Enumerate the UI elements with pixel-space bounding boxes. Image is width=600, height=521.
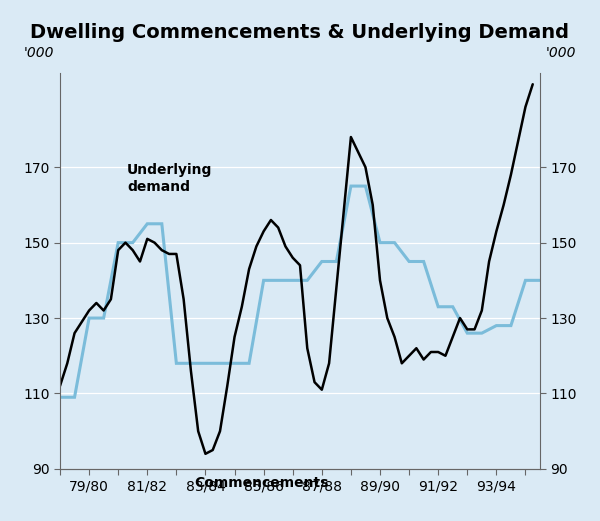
Text: Commencements: Commencements: [194, 476, 328, 490]
Text: '000: '000: [23, 46, 54, 60]
Text: '000: '000: [546, 46, 577, 60]
Text: Dwelling Commencements & Underlying Demand: Dwelling Commencements & Underlying Dema…: [31, 23, 569, 42]
Text: Underlying
demand: Underlying demand: [127, 164, 212, 194]
